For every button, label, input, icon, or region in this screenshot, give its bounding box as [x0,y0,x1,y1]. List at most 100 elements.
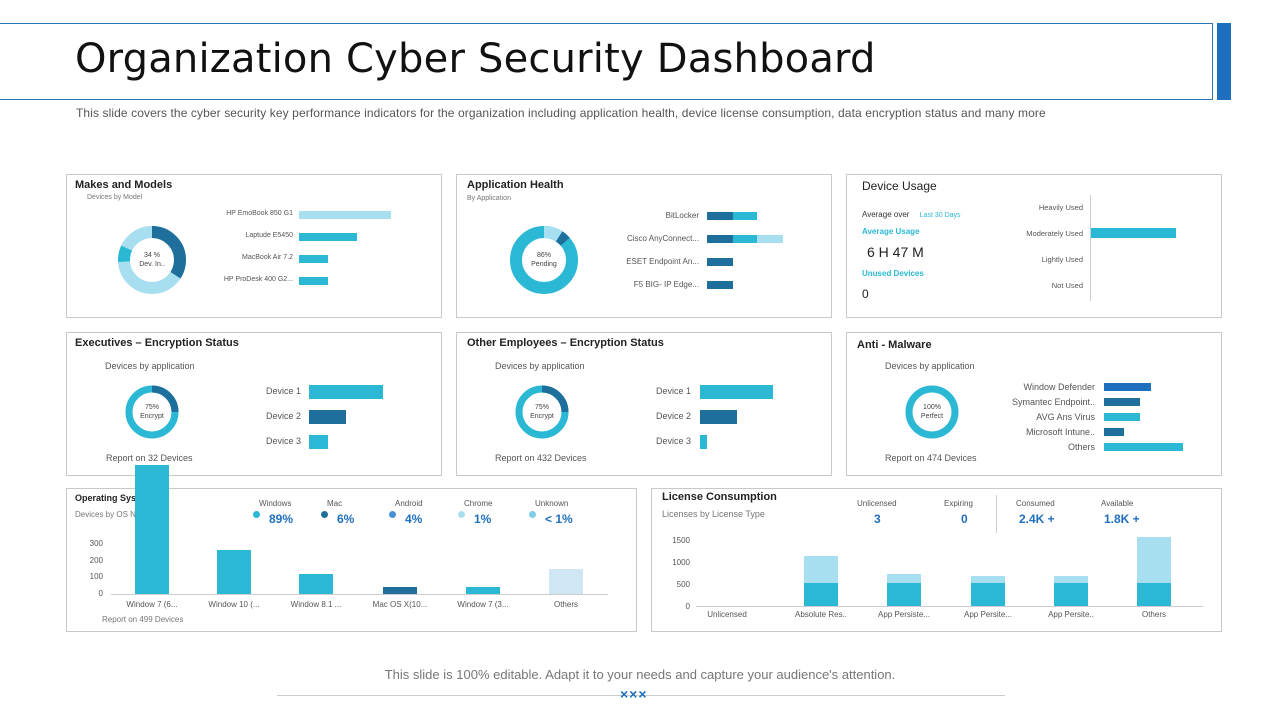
footer-line [277,695,1005,696]
x-axis [111,594,608,595]
bar-segment [707,258,733,266]
bar [299,574,333,594]
license-panel: License Consumption Licenses by License … [651,488,1222,632]
report-text: Report on 432 Devices [495,453,587,463]
x-tick: App Persite.. [1048,610,1094,619]
stat-value: 2.4K + [1019,512,1055,526]
row-label: ESET Endpoint An... [626,257,699,266]
legend-dot [529,511,536,518]
last-days-text: Last 30 Days [919,212,961,219]
app-health-donut-label: 86% Pending [531,252,557,268]
unused-devices-value: 0 [862,287,869,301]
bar-base [971,583,1005,606]
exec-donut-label: 75% Encrypt [140,404,164,420]
bar-top [971,576,1005,584]
malware-donut-label: 100% Perfect [920,404,944,420]
bar [309,410,346,424]
bar [383,586,417,594]
makes-donut-label: 34 % Dev. In.. [139,252,165,268]
bar [1104,383,1152,391]
footer-text: This slide is 100% editable. Adapt it to… [384,667,896,682]
panel-title: Device Usage [862,179,937,193]
stat-label: Expiring [944,499,973,508]
row-label: Device 1 [265,386,301,396]
legend-name: Unknown [535,499,569,508]
report-text: Report on 474 Devices [885,453,977,463]
bar [299,277,329,285]
x-tick: Others [1141,610,1166,619]
legend-name: Windows [259,499,292,508]
page-subtitle: This slide covers the cyber security key… [76,106,1046,120]
x-tick: Absolute Res.. [794,610,848,619]
bar [700,385,773,399]
x-tick: App Persiste... [877,610,931,619]
row-label: HP ProDesk 400 G2... [223,276,293,283]
x-tick: Others [553,600,578,609]
row-label: Laptude E5450 [245,232,294,239]
makes-models-panel: Makes and Models Devices by Model 34 % De… [66,174,442,318]
bar [1091,228,1176,238]
panel-subtitle: By Application [467,195,511,202]
y-tick: 200 [89,555,103,565]
bar-base [804,583,838,606]
panel-subtitle: Devices by OS Name [75,510,152,519]
panel-title: Operating Systems [75,493,158,503]
row-label: Heavily Used [1038,203,1083,212]
stats-divider [996,495,997,533]
row-label: Device 2 [265,411,301,421]
bar [309,435,328,449]
row-label: Microsoft Intune.. [1025,427,1095,437]
legend-name: Chrome [464,499,493,508]
anti-malware-panel: Anti - Malware Devices by application 10… [846,332,1222,476]
bar-segment [707,281,733,289]
stat-value: 0 [961,512,968,526]
panel-title: Executives – Encryption Status [75,337,239,349]
os-panel: Operating Systems Devices by OS Name Win… [66,465,637,632]
row-label: Moderately Used [1026,229,1083,238]
bar-top [887,573,921,584]
app-health-panel: Application Health By Application 86% Pen… [456,174,832,318]
row-label: Not Used [1051,281,1083,290]
bar [217,549,251,594]
panel-subtitle: Licenses by License Type [662,509,765,519]
bar [700,410,737,424]
bar [466,586,500,594]
panel-title: Makes and Models [75,179,173,191]
legend-name: Android [395,499,423,508]
bar-top [1054,576,1088,584]
bar [309,385,383,399]
makes-donut-chart [118,226,186,294]
bar-segment [733,212,757,220]
y-tick: 0 [98,588,103,598]
row-label: Cisco AnyConnect... [626,234,699,243]
x-axis [696,606,1203,607]
usage-axis-line [1090,195,1091,301]
bar [1104,428,1124,436]
y-tick: 500 [676,580,690,589]
y-tick: 1000 [672,558,690,567]
stat-value: 3 [874,512,881,526]
x-tick: App Persite... [963,610,1013,619]
footer-mark: ××× [620,686,648,702]
bar [549,569,583,594]
title-accent-bar [1217,23,1231,100]
bar-base [887,583,921,606]
bar-segment [707,235,733,243]
legend-name: Mac [327,499,343,508]
y-tick: 1500 [672,536,690,545]
panel-title: Anti - Malware [857,339,932,351]
x-tick: Unlicensed [707,610,747,619]
page-title: Organization Cyber Security Dashboard [75,36,876,82]
report-text: Report on 499 Devices [102,615,184,624]
bar [299,233,358,241]
stat-label: Consumed [1016,499,1055,508]
row-label: Symantec Endpoint.. [1011,397,1095,407]
bar [1104,413,1140,421]
stat-label: Unlicensed [857,499,897,508]
legend-dot [389,511,396,518]
average-over-text: Average over [862,210,910,219]
x-tick: Window 7 (6... [126,600,178,609]
row-label: MacBook Air 7.2 [242,254,293,261]
average-over-label: Average over Last 30 Days [862,210,961,219]
stat-label: Available [1101,499,1134,508]
